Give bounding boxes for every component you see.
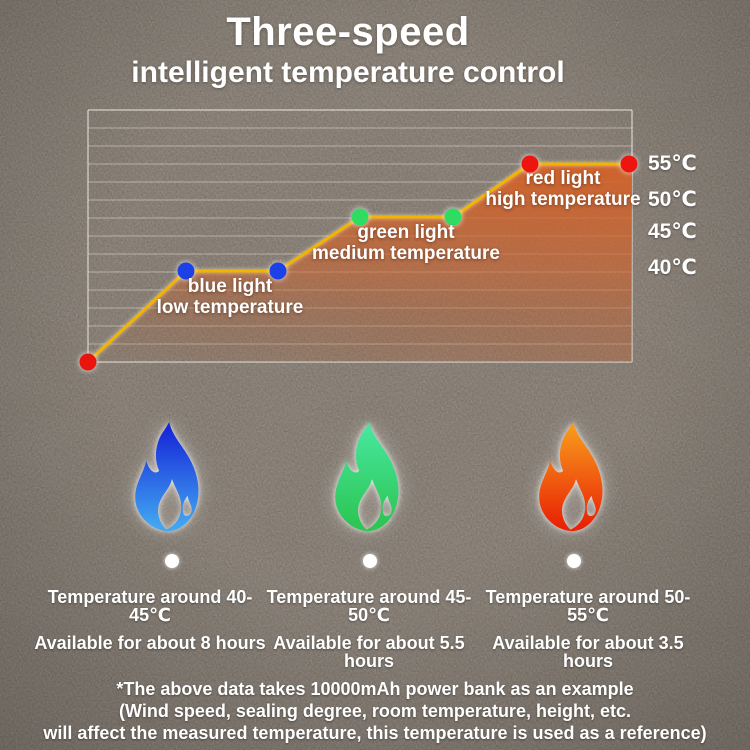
footnote-line2: (Wind speed, sealing degree, room temper… (119, 701, 631, 721)
annotation-line1: blue light (187, 276, 273, 297)
header: Three-speed intelligent temperature cont… (0, 10, 696, 90)
annotation-line2: high temperature (485, 189, 641, 210)
annotation-red-light: red light high temperature (485, 168, 640, 210)
green-flame-icon (326, 416, 418, 546)
blue-flame-icon (126, 416, 218, 546)
red-flame-icon (530, 416, 622, 546)
footnote-line3: will affect the measured temperature, th… (43, 723, 707, 743)
temp-range-label: Temperature around 50-55℃ (485, 587, 691, 625)
y-tick-40c: 40℃ (648, 256, 697, 279)
footnote-line1: *The above data takes 10000mAh power ban… (116, 679, 634, 699)
annotation-line1: green light (357, 222, 455, 243)
annotation-green-light: green light medium temperature (312, 222, 500, 264)
battery-hours-label: Available for about 8 hours (34, 633, 266, 653)
page-title: Three-speed (226, 10, 470, 54)
page-subtitle: intelligent temperature control (131, 56, 565, 89)
temp-range-label: Temperature around 40-45℃ (47, 587, 253, 625)
y-tick-55c: 55℃ (648, 152, 697, 175)
temp-range-label: Temperature around 45-50℃ (266, 587, 472, 625)
legend-column-green: Temperature around 45-50℃ Available for … (249, 588, 489, 670)
flame-base-dot-red (567, 554, 581, 568)
y-tick-45c: 45℃ (648, 220, 697, 243)
battery-hours-label: Available for about 5.5 hours (273, 633, 465, 671)
annotation-line1: red light (525, 168, 601, 189)
legend-column-blue: Temperature around 40-45℃ Available for … (30, 588, 270, 652)
flame-base-dot-green (363, 554, 377, 568)
footnote: *The above data takes 10000mAh power ban… (0, 678, 750, 744)
battery-hours-label: Available for about 3.5 hours (492, 633, 684, 671)
flame-base-dot-blue (165, 554, 179, 568)
annotation-blue-light: blue light low temperature (157, 276, 304, 318)
annotation-line2: low temperature (156, 297, 304, 318)
y-tick-50c: 50℃ (648, 188, 697, 211)
legend-column-red: Temperature around 50-55℃ Available for … (468, 588, 708, 670)
annotation-line2: medium temperature (312, 243, 500, 264)
